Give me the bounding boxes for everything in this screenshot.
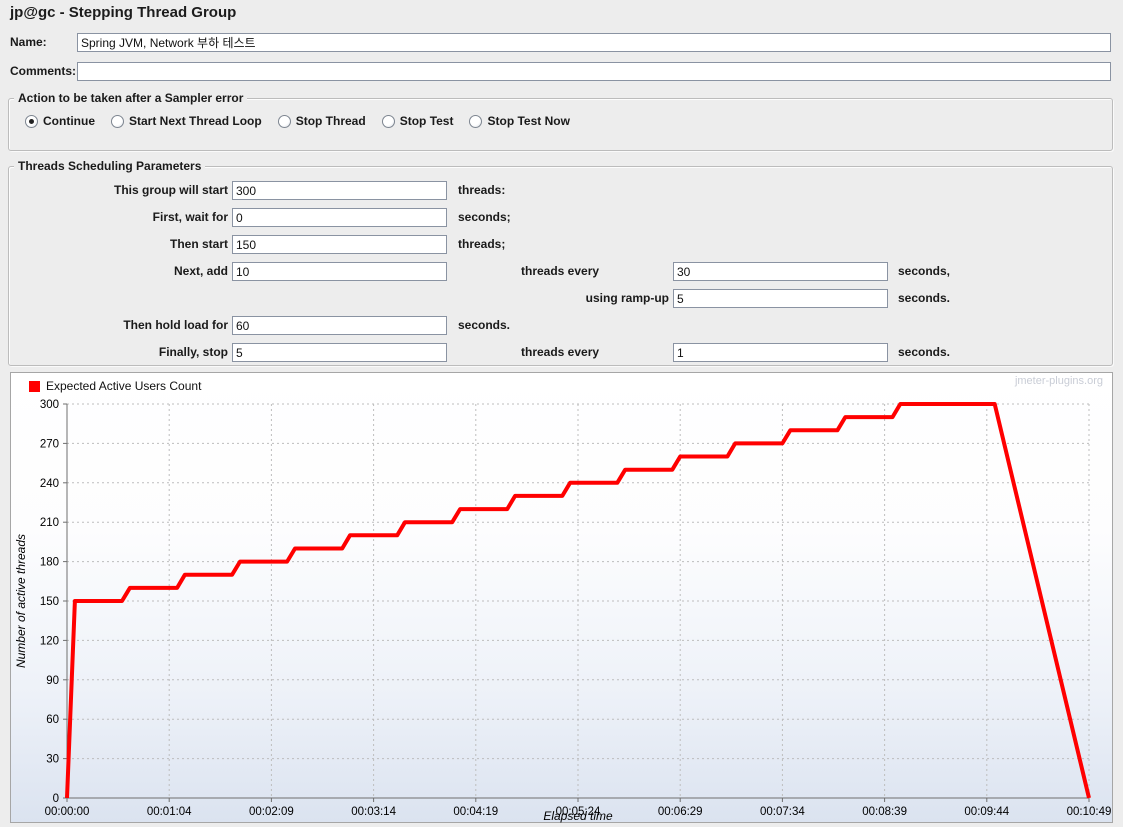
radio-start-next-thread-loop[interactable]: Start Next Thread Loop (111, 114, 262, 128)
svg-text:00:02:09: 00:02:09 (249, 806, 294, 818)
radio-stop-test-icon (381, 114, 395, 128)
svg-text:90: 90 (46, 675, 59, 687)
scheduling-group-title: Threads Scheduling Parameters (14, 159, 206, 173)
legend-label: Expected Active Users Count (46, 379, 202, 393)
sampler-error-groupbox: Action to be taken after a Sampler error… (8, 91, 1113, 151)
radio-stop-thread[interactable]: Stop Thread (277, 114, 366, 128)
comments-input[interactable] (77, 62, 1111, 81)
name-label: Name: (10, 35, 47, 49)
svg-text:00:00:00: 00:00:00 (45, 806, 90, 818)
hold-load-label: Then hold load for (123, 318, 228, 332)
svg-text:210: 210 (40, 517, 59, 529)
svg-text:00:07:34: 00:07:34 (760, 806, 805, 818)
svg-text:180: 180 (40, 557, 59, 569)
comments-label: Comments: (10, 64, 77, 78)
svg-text:00:04:19: 00:04:19 (453, 806, 498, 818)
threads-every-input[interactable] (673, 262, 888, 281)
radio-start-next-thread-loop-label: Start Next Thread Loop (129, 114, 262, 128)
name-input[interactable] (77, 33, 1111, 52)
jmeter-plugins-watermark: jmeter-plugins.org (1014, 375, 1103, 387)
svg-text:00:08:39: 00:08:39 (862, 806, 907, 818)
radio-stop-test-now[interactable]: Stop Test Now (469, 114, 570, 128)
svg-text:00:03:14: 00:03:14 (351, 806, 396, 818)
next-add-label: Next, add (173, 264, 228, 278)
svg-text:Elapsed time: Elapsed time (543, 809, 613, 823)
svg-text:00:06:29: 00:06:29 (658, 806, 703, 818)
radio-stop-test-now-icon (469, 114, 483, 128)
group-will-start-suffix: threads: (458, 183, 506, 197)
svg-text:Number of active threads: Number of active threads (14, 534, 28, 668)
svg-text:60: 60 (46, 714, 59, 726)
group-will-start-input[interactable] (232, 181, 447, 200)
next-add-suffix: seconds, (898, 264, 951, 278)
ramp-up-label: using ramp-up (585, 291, 669, 305)
next-add-input[interactable] (232, 262, 447, 281)
ramp-up-input[interactable] (673, 289, 888, 308)
finally-stop-mid-label: threads every (521, 345, 600, 359)
page-title: jp@gc - Stepping Thread Group (10, 4, 237, 21)
svg-text:00:01:04: 00:01:04 (147, 806, 192, 818)
radio-stop-test-label: Stop Test (399, 114, 454, 128)
radio-continue[interactable]: Continue (25, 114, 95, 128)
first-wait-input[interactable] (232, 208, 447, 227)
radio-stop-test[interactable]: Stop Test (381, 114, 454, 128)
thread-schedule-chart: Expected Active Users Count jmeter-plugi… (10, 372, 1113, 823)
svg-text:0: 0 (53, 793, 59, 805)
finally-stop-suffix: seconds. (898, 345, 951, 359)
svg-text:120: 120 (40, 635, 59, 647)
svg-text:150: 150 (40, 596, 59, 608)
radio-continue-label: Continue (43, 114, 95, 128)
radio-stop-thread-label: Stop Thread (295, 114, 366, 128)
svg-text:00:09:44: 00:09:44 (964, 806, 1009, 818)
svg-text:00:05:24: 00:05:24 (556, 806, 601, 818)
chart-legend: Expected Active Users Count (29, 379, 201, 393)
sampler-error-options: Continue Start Next Thread Loop Stop Thr… (25, 114, 570, 128)
radio-continue-icon (25, 114, 38, 128)
svg-text:240: 240 (40, 478, 59, 490)
next-add-mid-label: threads every (521, 264, 600, 278)
finally-stop-input[interactable] (232, 343, 447, 362)
sampler-error-group-title: Action to be taken after a Sampler error (14, 91, 248, 105)
then-start-suffix: threads; (458, 237, 506, 251)
then-start-input[interactable] (232, 235, 447, 254)
finally-stop-label: Finally, stop (158, 345, 228, 359)
then-start-label: Then start (169, 237, 228, 251)
first-wait-label: First, wait for (152, 210, 228, 224)
svg-text:00:10:49: 00:10:49 (1067, 806, 1112, 818)
radio-stop-test-now-label: Stop Test Now (487, 114, 570, 128)
group-will-start-label: This group will start (113, 183, 228, 197)
svg-text:300: 300 (40, 399, 59, 411)
hold-load-suffix: seconds. (458, 318, 511, 332)
radio-start-next-thread-loop-icon (111, 114, 124, 128)
hold-load-input[interactable] (232, 316, 447, 335)
svg-text:30: 30 (46, 754, 59, 766)
ramp-up-suffix: seconds. (898, 291, 951, 305)
radio-stop-thread-icon (277, 114, 291, 128)
chart-svg: 0 30 60 90 120 150 180 210 240 270 300 00:00:00 00:0… (14, 399, 1112, 823)
svg-text:270: 270 (40, 438, 59, 450)
first-wait-suffix: seconds; (458, 210, 511, 224)
legend-swatch-red (29, 380, 40, 392)
stop-threads-every-input[interactable] (673, 343, 888, 362)
scheduling-groupbox: Threads Scheduling Parameters This group… (8, 159, 1113, 366)
